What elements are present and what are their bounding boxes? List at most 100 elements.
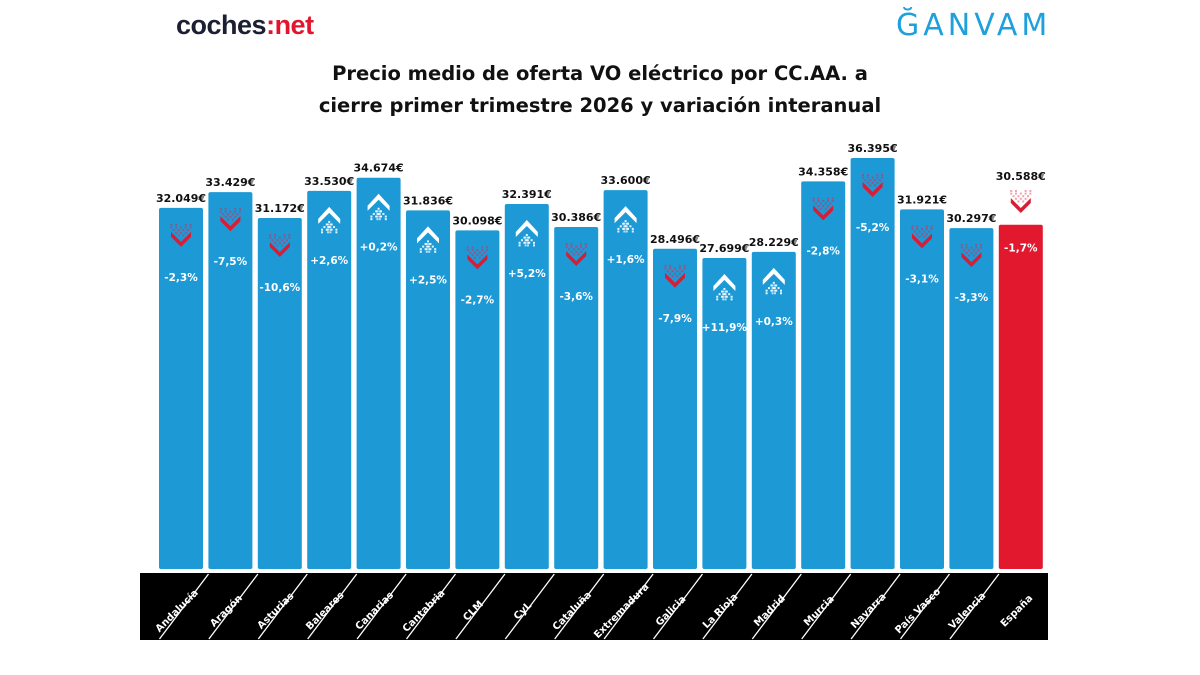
axis-separator xyxy=(257,573,308,640)
bar xyxy=(949,228,994,569)
price-label: 33.429€ xyxy=(205,176,255,189)
bar-group: 31.836€ +2,5% xyxy=(403,194,453,569)
variation-label: -3,3% xyxy=(955,292,989,304)
bar-group: 33.429€ -7,5% xyxy=(205,176,255,569)
bar-group: 30.297€ -3,3% xyxy=(946,212,996,569)
logo-suffix: net xyxy=(274,10,315,40)
variation-label: +2,6% xyxy=(310,255,348,267)
down-arrow-icon xyxy=(466,246,488,270)
price-label: 33.530€ xyxy=(304,175,354,188)
down-arrow-icon xyxy=(269,234,291,258)
axis-separator xyxy=(801,573,852,640)
variation-label: +1,6% xyxy=(607,254,645,266)
up-arrow-icon xyxy=(713,273,736,301)
axis-separator xyxy=(652,573,704,640)
bar xyxy=(850,157,895,569)
down-arrow-icon xyxy=(911,225,933,249)
bar-group: 31.172€ -10,6% xyxy=(255,202,305,569)
bar xyxy=(208,192,253,569)
variation-label: -2,8% xyxy=(806,245,840,257)
variation-label: -3,1% xyxy=(905,273,939,285)
bar xyxy=(603,190,648,569)
axis-separator xyxy=(405,573,457,640)
ganvam-logo: ĞANVAM xyxy=(896,8,1052,43)
variation-label: -1,7% xyxy=(1004,243,1038,255)
bar-group: 30.098€ -2,7% xyxy=(452,214,502,569)
axis-separator xyxy=(158,573,210,640)
bar-group: 30.588€ -1,7% xyxy=(996,170,1046,569)
bar-group: 33.530€ +2,6% xyxy=(304,175,354,569)
axis-separator xyxy=(356,573,407,640)
variation-label: -7,5% xyxy=(214,256,248,268)
down-arrow-icon xyxy=(812,197,834,221)
variation-label: +11,9% xyxy=(702,322,748,334)
up-arrow-icon xyxy=(515,220,538,247)
variation-label: -2,3% xyxy=(164,272,198,284)
up-arrow-icon xyxy=(762,267,785,295)
chart-title-line-2: cierre primer trimestre 2026 y variación… xyxy=(318,94,882,117)
axis-separator xyxy=(899,573,951,640)
price-label: 31.836€ xyxy=(403,194,453,207)
cochesnet-logo: coches:net xyxy=(176,10,314,41)
price-label: 36.395€ xyxy=(848,142,898,155)
bar xyxy=(159,207,203,569)
variation-label: -2,7% xyxy=(461,294,495,306)
bar-group: 34.674€ +0,2% xyxy=(354,162,404,569)
logo-dot: : xyxy=(266,10,275,40)
variation-label: -10,6% xyxy=(259,282,300,294)
price-label: 31.172€ xyxy=(255,202,305,215)
up-arrow-icon xyxy=(417,226,439,253)
bar xyxy=(307,190,352,569)
axis-separator xyxy=(307,573,358,640)
up-arrow-icon xyxy=(318,206,341,234)
variation-label: -7,9% xyxy=(658,313,692,325)
bar-group: 34.358€ -2,8% xyxy=(798,165,848,570)
bar xyxy=(751,251,796,569)
bar-group: 32.049€ -2,3% xyxy=(156,192,206,569)
variation-label: +0,2% xyxy=(360,242,398,254)
axis-separator xyxy=(504,573,555,640)
price-label: 31.921€ xyxy=(897,193,947,206)
down-arrow-icon xyxy=(1010,190,1032,213)
axis-separator xyxy=(603,573,654,640)
price-label: 30.588€ xyxy=(996,170,1046,183)
axis-separator xyxy=(949,573,1000,640)
price-label: 32.049€ xyxy=(156,192,206,205)
price-label: 28.229€ xyxy=(749,236,799,249)
bar-group: 32.391€ +5,2% xyxy=(502,188,552,569)
down-arrow-icon xyxy=(862,173,884,197)
bar-group: 28.229€ +0,3% xyxy=(749,236,799,569)
price-label: 34.358€ xyxy=(798,165,848,178)
bar xyxy=(998,224,1043,569)
axis-separator xyxy=(850,573,901,640)
price-label: 32.391€ xyxy=(502,188,552,201)
variation-label: -5,2% xyxy=(856,222,890,234)
price-label: 30.297€ xyxy=(946,212,996,225)
down-arrow-icon xyxy=(219,208,241,232)
bar xyxy=(257,218,302,569)
down-arrow-icon xyxy=(565,243,587,267)
bar xyxy=(455,230,500,569)
bar xyxy=(801,181,846,570)
down-arrow-icon xyxy=(170,223,192,247)
price-label: 34.674€ xyxy=(354,162,404,175)
bar-group: 28.496€ -7,9% xyxy=(650,233,700,569)
variation-label: +0,3% xyxy=(755,316,793,328)
bar-group: 27.699€ +11,9% xyxy=(699,242,749,569)
bar-group: 36.395€ -5,2% xyxy=(848,142,898,569)
bar-group: 30.386€ -3,6% xyxy=(551,211,601,569)
variation-label: -3,6% xyxy=(559,291,593,303)
price-label: 33.600€ xyxy=(601,174,651,187)
down-arrow-icon xyxy=(960,244,982,268)
bar-group: 31.921€ -3,1% xyxy=(897,193,947,569)
bar xyxy=(653,248,697,569)
bar xyxy=(504,204,549,569)
up-arrow-icon xyxy=(367,193,390,221)
logo-main: coches xyxy=(176,10,267,40)
bar xyxy=(702,257,747,569)
bar xyxy=(356,177,401,569)
axis-separator xyxy=(702,573,753,640)
down-arrow-icon xyxy=(664,264,686,288)
axis-separator xyxy=(554,573,605,640)
